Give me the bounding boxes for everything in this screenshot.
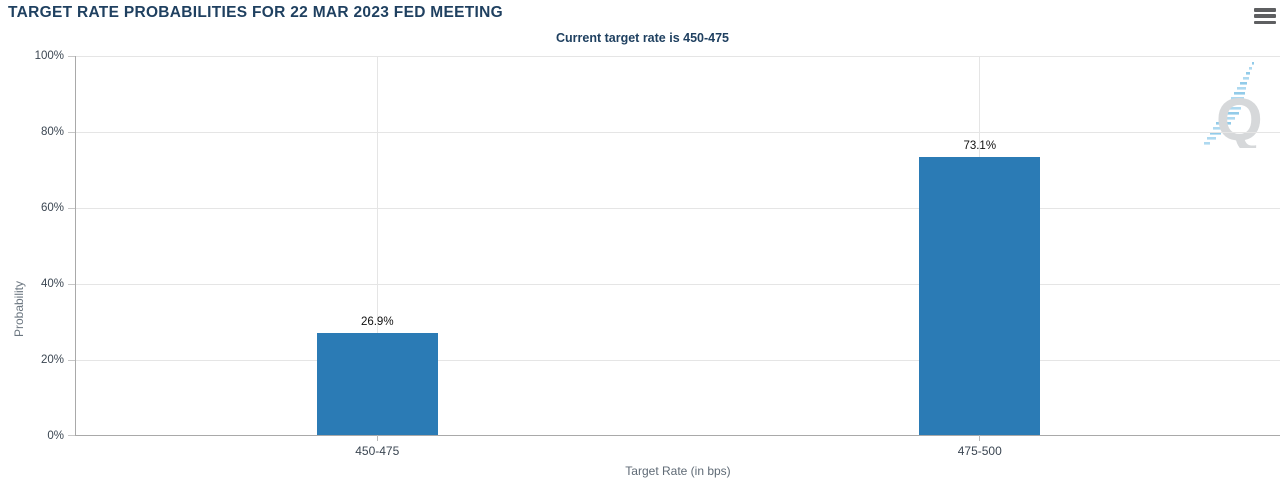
watermark-q-logo-icon: Q [1204, 62, 1263, 148]
gridline-horizontal [76, 360, 1280, 361]
y-tick-mark [68, 284, 75, 285]
hamburger-bar [1254, 8, 1276, 12]
x-axis-title: Target Rate (in bps) [625, 464, 731, 478]
y-tick-mark [68, 208, 75, 209]
y-tick-label: 100% [34, 50, 64, 62]
y-tick-label: 80% [40, 126, 64, 138]
y-tick-label: 40% [40, 278, 64, 290]
gridline-vertical [376, 56, 378, 435]
plot-area: Q Target Rate (in bps) 26.9% 450-475 73.1%… [75, 56, 1280, 478]
hamburger-menu-icon[interactable] [1254, 8, 1276, 24]
bar-value-label: 73.1% [963, 140, 997, 153]
y-tick-mark [68, 360, 75, 361]
y-tick-label: 0% [47, 430, 64, 442]
hamburger-bar [1254, 14, 1276, 18]
y-tick-label: 20% [40, 354, 64, 366]
watermark-q-letter: Q [1216, 86, 1263, 148]
y-tick-label: 60% [40, 202, 64, 214]
page-title: TARGET RATE PROBABILITIES FOR 22 MAR 202… [8, 4, 504, 21]
y-axis: Probability 0% 20% 40% 60% 80% 100% [0, 50, 75, 442]
gridline-horizontal [76, 284, 1280, 285]
chart-subtitle: Current target rate is 450-475 [556, 31, 729, 45]
bar-value-label: 26.9% [360, 315, 394, 328]
y-tick-mark [68, 132, 75, 133]
y-tick-mark [68, 435, 75, 436]
x-tick-label: 450-475 [355, 444, 400, 458]
y-tick-mark [68, 56, 75, 57]
x-tick-mark [376, 435, 378, 441]
bar-475-500[interactable] [919, 157, 1041, 435]
x-tick-mark [979, 435, 981, 441]
gridline-horizontal [76, 208, 1280, 209]
hamburger-bar [1254, 20, 1276, 24]
x-tick-label: 475-500 [957, 444, 1002, 458]
gridline-horizontal [76, 56, 1280, 57]
bar-450-475[interactable] [316, 332, 438, 435]
gridline-horizontal [76, 132, 1280, 133]
